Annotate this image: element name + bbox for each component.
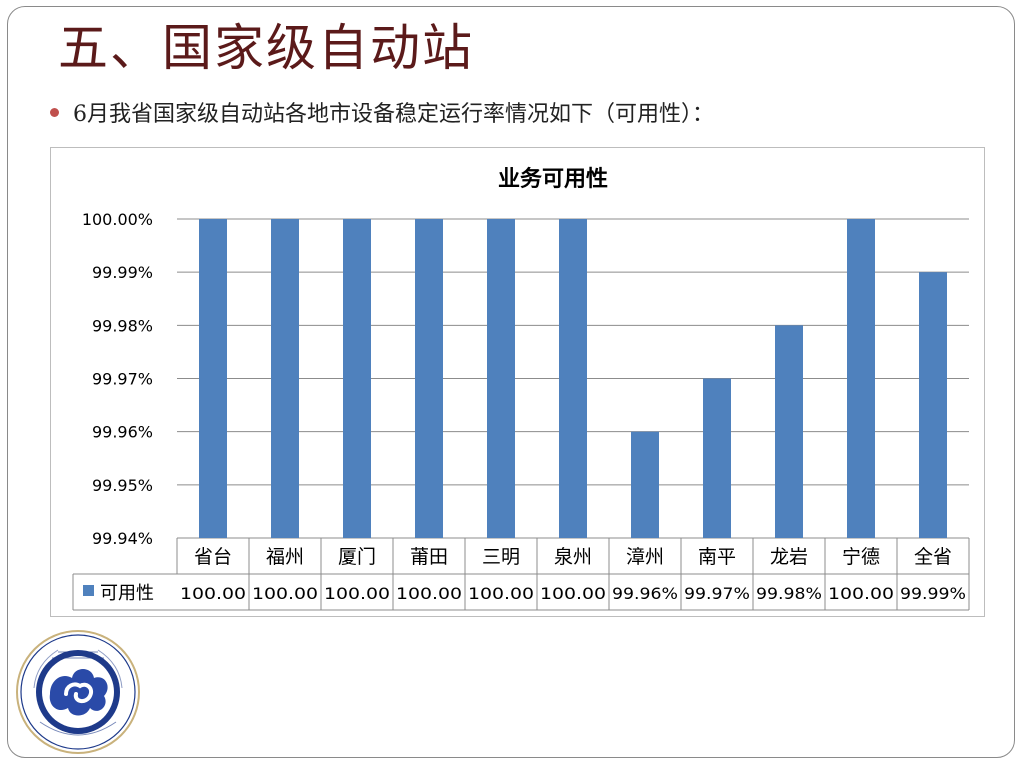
data-label: 99.96% <box>612 584 678 603</box>
data-label: 100.00 <box>324 584 390 603</box>
bar <box>343 219 371 538</box>
x-tick-label: 全省 <box>914 546 952 568</box>
legend-label: 可用性 <box>100 583 154 604</box>
y-tick-label: 99.96% <box>92 423 153 442</box>
x-tick-label: 龙岩 <box>770 546 808 568</box>
y-tick-label: 99.99% <box>92 263 153 282</box>
data-label: 100.00 <box>828 584 894 603</box>
legend-swatch <box>83 585 94 596</box>
y-tick-label: 99.94% <box>92 529 153 548</box>
bullet-item: 6月我省国家级自动站各地市设备稳定运行率情况如下（可用性）： <box>50 97 714 127</box>
x-tick-label: 三明 <box>482 546 520 568</box>
x-tick-label: 漳州 <box>626 546 664 568</box>
data-label: 99.99% <box>900 584 966 603</box>
data-label: 100.00 <box>180 584 246 603</box>
data-label: 100.00 <box>252 584 318 603</box>
bar <box>919 272 947 538</box>
bullet-text: 6月我省国家级自动站各地市设备稳定运行率情况如下（可用性）： <box>73 102 714 127</box>
data-label: 100.00 <box>396 584 462 603</box>
chart-title: 业务可用性 <box>498 166 608 192</box>
bar <box>271 219 299 538</box>
x-tick-label: 宁德 <box>842 546 880 568</box>
data-label: 100.00 <box>540 584 606 603</box>
data-label: 99.98% <box>756 584 822 603</box>
bar <box>847 219 875 538</box>
y-tick-label: 99.95% <box>92 476 153 495</box>
bar <box>559 219 587 538</box>
chart-container: 业务可用性 100.00% 99.99% 99.98% 99.97% 99.96% 99.9… <box>50 147 985 617</box>
bar <box>631 431 659 538</box>
x-tick-label: 南平 <box>698 546 736 568</box>
data-label: 99.97% <box>684 584 750 603</box>
x-tick-label: 福州 <box>266 546 304 568</box>
meteorological-bureau-logo <box>16 630 140 754</box>
bar <box>199 219 227 538</box>
bar <box>703 378 731 538</box>
bullet-dot-icon <box>50 107 59 117</box>
x-tick-label: 省台 <box>194 546 232 568</box>
y-tick-label: 99.97% <box>92 370 153 389</box>
data-label: 100.00 <box>468 584 534 603</box>
bar <box>487 219 515 538</box>
x-tick-label: 厦门 <box>338 546 376 568</box>
bar-chart: 业务可用性 100.00% 99.99% 99.98% 99.97% 99.96% 99.9… <box>72 166 970 611</box>
y-tick-label: 99.98% <box>92 316 153 335</box>
x-tick-label: 泉州 <box>554 546 592 568</box>
bar <box>415 219 443 538</box>
slide-title: 五、国家级自动站 <box>58 19 474 77</box>
bar <box>775 325 803 538</box>
y-tick-label: 100.00% <box>82 210 153 229</box>
x-tick-label: 莆田 <box>410 546 448 568</box>
